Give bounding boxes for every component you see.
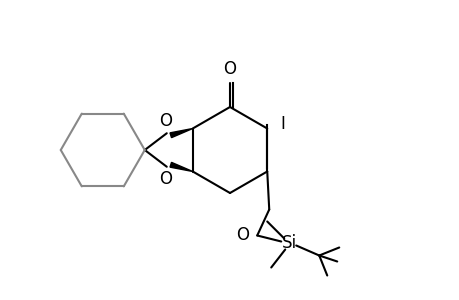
Text: O: O	[236, 226, 249, 244]
Text: O: O	[159, 170, 172, 188]
Polygon shape	[170, 162, 192, 172]
Text: I: I	[280, 115, 285, 133]
Polygon shape	[170, 128, 192, 138]
Text: O: O	[159, 112, 172, 130]
Text: O: O	[223, 60, 236, 78]
Text: Si: Si	[281, 235, 296, 253]
